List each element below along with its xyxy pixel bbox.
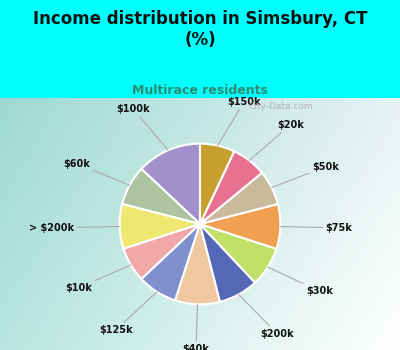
- Wedge shape: [200, 204, 280, 249]
- Wedge shape: [200, 224, 276, 282]
- Wedge shape: [122, 169, 200, 224]
- Wedge shape: [124, 224, 200, 279]
- Text: $50k: $50k: [272, 162, 339, 188]
- Text: $200k: $200k: [239, 294, 294, 339]
- Text: $150k: $150k: [218, 97, 261, 146]
- Wedge shape: [142, 144, 200, 224]
- Wedge shape: [200, 173, 278, 224]
- Wedge shape: [200, 144, 234, 224]
- Wedge shape: [200, 151, 262, 224]
- Text: $10k: $10k: [65, 265, 131, 293]
- Text: > $200k: > $200k: [30, 223, 120, 233]
- Text: Multirace residents: Multirace residents: [132, 84, 268, 97]
- Text: Income distribution in Simsbury, CT
(%): Income distribution in Simsbury, CT (%): [33, 10, 367, 49]
- Wedge shape: [120, 204, 200, 249]
- Text: $20k: $20k: [249, 120, 304, 161]
- Text: $30k: $30k: [268, 267, 333, 296]
- Text: City-Data.com: City-Data.com: [248, 102, 313, 111]
- Text: $40k: $40k: [183, 304, 210, 350]
- Wedge shape: [200, 224, 255, 302]
- Text: $75k: $75k: [280, 223, 352, 233]
- Text: $60k: $60k: [63, 159, 130, 185]
- Text: $100k: $100k: [116, 104, 168, 150]
- Text: $125k: $125k: [99, 292, 157, 335]
- Wedge shape: [175, 224, 220, 304]
- Wedge shape: [142, 224, 200, 300]
